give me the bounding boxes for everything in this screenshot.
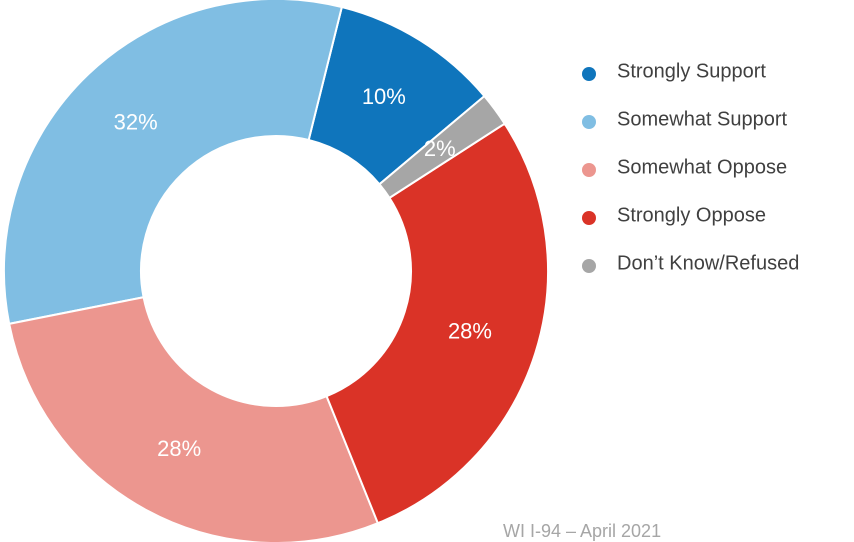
slice-label: 32% [114, 109, 158, 134]
legend-marker [582, 163, 596, 177]
donut-slice [378, 94, 507, 200]
legend-label: Somewhat Support [617, 108, 788, 130]
legend-marker [582, 115, 596, 129]
slice-label: 10% [362, 84, 406, 109]
legend-label: Strongly Oppose [617, 204, 766, 226]
legend-marker [582, 211, 596, 225]
slice-label: 28% [448, 318, 492, 343]
slice-label: 28% [157, 436, 201, 461]
donut-slice [325, 122, 549, 525]
legend-marker [582, 259, 596, 273]
source-note: WI I-94 – April 2021 [503, 521, 661, 541]
donut-slice [3, 0, 344, 326]
legend-label: Don’t Know/Refused [617, 252, 799, 274]
slice-label: 2% [424, 136, 456, 161]
legend-label: Somewhat Oppose [617, 156, 787, 178]
legend-label: Strongly Support [617, 60, 766, 82]
donut-slice [8, 296, 380, 542]
legend-marker [582, 67, 596, 81]
